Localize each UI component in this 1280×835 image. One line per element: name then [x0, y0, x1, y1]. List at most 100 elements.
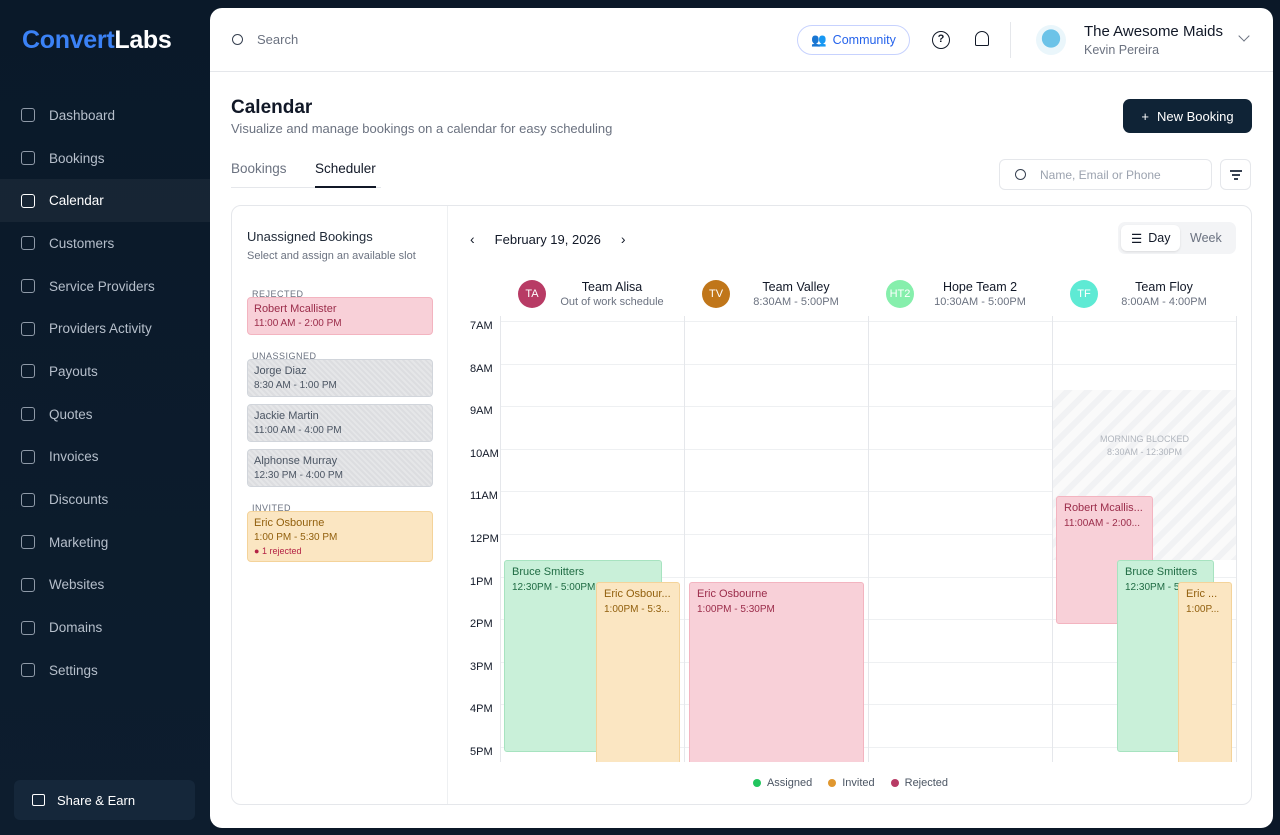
- event-time: 11:00AM - 2:00...: [1064, 518, 1140, 530]
- sidebar-item-label: Marketing: [49, 534, 109, 550]
- view-week-button[interactable]: Week: [1190, 231, 1222, 245]
- booking-name: Jorge Diaz: [254, 365, 307, 377]
- booking-time: 11:00 AM - 4:00 PM: [254, 425, 342, 436]
- booking-name: Eric Osbourne: [254, 517, 325, 529]
- event-name: Robert Mcallis...: [1064, 502, 1143, 515]
- booking-card[interactable]: Jorge Diaz 8:30 AM - 1:00 PM: [247, 359, 433, 397]
- unassigned-subtitle: Select and assign an available slot: [247, 250, 416, 262]
- sidebar-item-dashboard[interactable]: Dashboard: [0, 94, 210, 137]
- column-line: [500, 316, 501, 762]
- sidebar-item-quotes[interactable]: Quotes: [0, 393, 210, 436]
- booking-card[interactable]: Robert Mcallister 11:00 AM - 2:00 PM: [247, 297, 433, 335]
- event-time: 12:30PM - 5...: [1125, 582, 1188, 594]
- team-avatar[interactable]: TV: [702, 280, 730, 308]
- provider-icon: [21, 279, 35, 294]
- view-toggle: ☰ Day Week: [1118, 222, 1236, 254]
- legend-item: Assigned: [752, 777, 812, 789]
- main-panel: Search 👥 Community ? The Awesome Maids Ke…: [210, 8, 1273, 828]
- legend-item: Invited: [828, 777, 875, 789]
- team-header: TF Team Floy 8:00AM - 4:00PM: [1052, 276, 1236, 312]
- filter-button[interactable]: [1220, 159, 1251, 190]
- sidebar-item-marketing[interactable]: Marketing: [0, 521, 210, 564]
- bell-icon[interactable]: [975, 31, 989, 46]
- search-icon: [1015, 169, 1026, 180]
- sidebar-item-discounts[interactable]: Discounts: [0, 478, 210, 521]
- booking-search-input[interactable]: Name, Email or Phone: [999, 159, 1212, 190]
- sidebar-item-providers-activity[interactable]: Providers Activity: [0, 307, 210, 350]
- hour-label: 9AM: [470, 405, 493, 418]
- help-icon[interactable]: ?: [932, 31, 950, 49]
- sidebar-item-customers[interactable]: Customers: [0, 222, 210, 265]
- booking-event[interactable]: Eric Osbourne 1:00PM - 5:30PM: [689, 581, 864, 762]
- chevron-left-icon[interactable]: ‹: [470, 231, 475, 247]
- filter-icon-line: [1232, 174, 1240, 176]
- booking-name: Jackie Martin: [254, 410, 319, 422]
- event-name: Eric Osbour...: [604, 587, 671, 600]
- scheduler-panel: Unassigned Bookings Select and assign an…: [231, 205, 1252, 805]
- hour-label: 7AM: [470, 320, 493, 332]
- team-avatar[interactable]: TA: [518, 280, 546, 308]
- org-name[interactable]: The Awesome Maids: [1084, 23, 1223, 40]
- event-time: 1:00PM - 5:30PM: [697, 603, 775, 615]
- hour-label: 12PM: [470, 533, 499, 545]
- chevron-right-icon[interactable]: ›: [620, 231, 626, 247]
- rejected-count: ● 1 rejected: [254, 546, 426, 556]
- legend-dot: [752, 779, 761, 787]
- sidebar-item-label: Customers: [49, 235, 115, 251]
- booking-event[interactable]: Eric ... 1:00P...: [1178, 581, 1232, 762]
- gift-icon: [32, 794, 45, 806]
- team-name: Team Valley: [762, 280, 830, 294]
- sidebar: ConvertLabs Dashboard Bookings Calendar Cus…: [0, 0, 210, 835]
- booking-time: 8:30 AM - 1:00 PM: [254, 380, 337, 391]
- tab-scheduler[interactable]: Scheduler: [315, 161, 376, 188]
- sidebar-item-domains[interactable]: Domains: [0, 606, 210, 649]
- view-day-button[interactable]: ☰ Day: [1121, 225, 1181, 251]
- date-navigator: ‹ February 19, 2026 ›: [470, 231, 626, 247]
- copy-icon: [21, 151, 35, 166]
- users-icon: [21, 236, 35, 251]
- sidebar-item-service-providers[interactable]: Service Providers: [0, 265, 210, 308]
- org-avatar[interactable]: [1036, 25, 1066, 55]
- booking-card[interactable]: Jackie Martin 11:00 AM - 4:00 PM: [247, 404, 433, 442]
- sidebar-item-invoices[interactable]: Invoices: [0, 436, 210, 479]
- event-time: 1:00P...: [1186, 603, 1220, 615]
- time-grid[interactable]: 7AM 8AM 9AM 10AM 11AM 12PM 1PM 2PM 3PM 4PM 5PM MORN…: [448, 316, 1251, 762]
- team-header: TV Team Valley 8:30AM - 5:00PM: [684, 276, 868, 312]
- community-button[interactable]: 👥 Community: [797, 25, 910, 55]
- column-line: [1236, 316, 1237, 762]
- trend-icon: [21, 535, 35, 550]
- brand-logo[interactable]: ConvertLabs: [22, 26, 172, 54]
- gear-icon: [21, 663, 35, 678]
- sidebar-item-payouts[interactable]: Payouts: [0, 350, 210, 393]
- blocked-label: MORNING BLOCKED: [1099, 433, 1189, 444]
- sidebar-item-websites[interactable]: Websites: [0, 564, 210, 607]
- team-avatar[interactable]: TF: [1070, 280, 1098, 308]
- team-avatar[interactable]: HT2: [886, 280, 914, 308]
- sidebar-item-label: Payouts: [49, 363, 98, 379]
- tab-bookings[interactable]: Bookings: [231, 161, 287, 176]
- chevron-down-icon[interactable]: [1238, 30, 1250, 42]
- filter-icon-line: [1234, 178, 1238, 180]
- sidebar-item-bookings[interactable]: Bookings: [0, 137, 210, 180]
- hour-label: 8AM: [470, 362, 493, 375]
- hour-label: 4PM: [470, 703, 493, 716]
- sidebar-item-settings[interactable]: Settings: [0, 649, 210, 692]
- list-icon: ☰: [1131, 231, 1143, 246]
- share-earn-button[interactable]: Share & Earn: [14, 780, 195, 820]
- grid-icon: [21, 108, 35, 123]
- new-booking-button[interactable]: + New Booking: [1123, 99, 1252, 133]
- global-search[interactable]: Search: [232, 32, 298, 47]
- event-name: Bruce Smitters: [1125, 566, 1198, 579]
- hour-label: 10AM: [470, 447, 499, 460]
- booking-event[interactable]: Eric Osbour... 1:00PM - 5:3...: [596, 581, 680, 762]
- team-hours: 10:30AM - 5:00PM: [934, 296, 1026, 308]
- hour-label: 11AM: [470, 490, 498, 503]
- dot-icon: ●: [254, 546, 262, 556]
- booking-card[interactable]: Eric Osbourne 1:00 PM - 5:30 PM ● 1 reject…: [247, 511, 433, 562]
- sidebar-item-calendar[interactable]: Calendar: [0, 179, 210, 223]
- team-hours: 8:30AM - 5:00PM: [753, 296, 839, 308]
- sidebar-item-label: Dashboard: [49, 107, 116, 123]
- divider: [1010, 22, 1011, 58]
- rejected-note: 1 rejected: [261, 546, 302, 556]
- booking-card[interactable]: Alphonse Murray 12:30 PM - 4:00 PM: [247, 449, 433, 487]
